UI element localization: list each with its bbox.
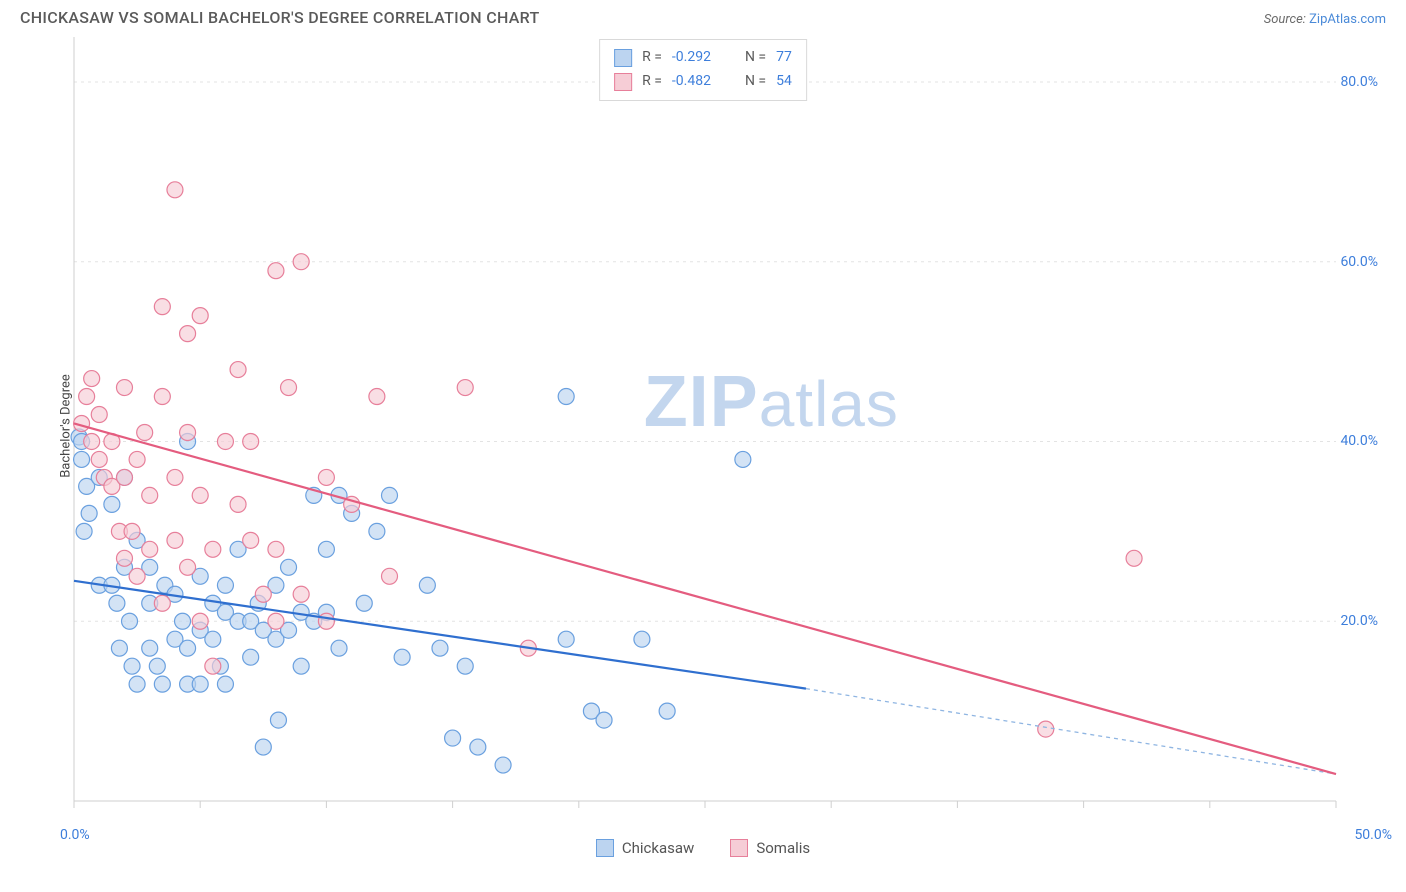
- stats-legend-row: R = -0.482 N = 54: [614, 70, 792, 94]
- r-label: R =: [642, 70, 662, 94]
- source-link[interactable]: ZipAtlas.com: [1309, 12, 1386, 27]
- stats-legend-row: R = -0.292 N = 77: [614, 46, 792, 70]
- chart-title: CHICKASAW VS SOMALI BACHELOR'S DEGREE CO…: [20, 8, 540, 27]
- n-value: 77: [776, 46, 792, 70]
- legend-swatch: [730, 839, 748, 857]
- source-prefix: Source:: [1264, 12, 1309, 27]
- chart-area: Bachelor's Degree ZIPatlas R =-0.292N =7…: [20, 31, 1386, 821]
- r-value: -0.482: [672, 70, 711, 94]
- y-tick-label: 40.0%: [1340, 433, 1378, 449]
- series-legend: Chickasaw Somalis: [0, 839, 1406, 857]
- legend-label: Somalis: [756, 839, 810, 857]
- r-label: R =: [642, 46, 662, 70]
- y-tick-label: 20.0%: [1340, 613, 1378, 629]
- scatter-plot-svg: [20, 31, 1350, 821]
- n-value: 54: [776, 70, 792, 94]
- legend-swatch: [614, 49, 632, 67]
- x-axis-max: 50.0%: [1354, 827, 1392, 843]
- n-label: N =: [745, 46, 766, 70]
- y-axis-label: Bachelor's Degree: [58, 374, 73, 478]
- legend-item: Chickasaw: [596, 839, 694, 857]
- stats-legend: R = -0.292 N = 77 R = -0.482 N = 54: [599, 39, 807, 101]
- legend-swatch: [614, 73, 632, 91]
- r-value: -0.292: [672, 46, 711, 70]
- y-tick-label: 60.0%: [1340, 254, 1378, 270]
- n-label: N =: [745, 70, 766, 94]
- x-axis-min: 0.0%: [60, 827, 90, 843]
- y-tick-label: 80.0%: [1340, 74, 1378, 90]
- legend-swatch: [596, 839, 614, 857]
- legend-item: Somalis: [730, 839, 810, 857]
- legend-label: Chickasaw: [622, 839, 694, 857]
- source-label: Source: ZipAtlas.com: [1264, 12, 1386, 27]
